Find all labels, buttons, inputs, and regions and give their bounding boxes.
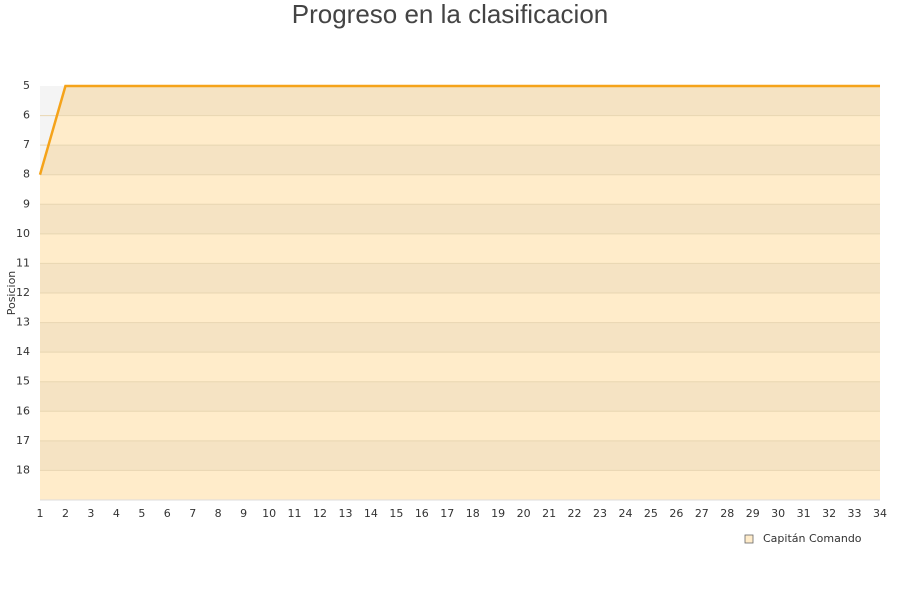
x-tick-label: 34 — [873, 507, 887, 520]
y-tick-label: 16 — [16, 404, 30, 417]
y-tick-label: 8 — [23, 168, 30, 181]
band — [40, 352, 880, 382]
x-tick-label: 3 — [87, 507, 94, 520]
x-tick-label: 28 — [720, 507, 734, 520]
x-tick-label: 19 — [491, 507, 505, 520]
y-tick-label: 10 — [16, 227, 30, 240]
x-tick-label: 27 — [695, 507, 709, 520]
x-tick-label: 29 — [746, 507, 760, 520]
y-tick-label: 9 — [23, 197, 30, 210]
x-tick-label: 25 — [644, 507, 658, 520]
band — [40, 411, 880, 441]
x-tick-label: 18 — [466, 507, 480, 520]
x-tick-label: 11 — [288, 507, 302, 520]
legend-label: Capitán Comando — [763, 532, 862, 545]
band — [40, 322, 880, 353]
band — [40, 470, 880, 500]
band — [40, 440, 880, 471]
band — [40, 293, 880, 323]
band — [40, 86, 880, 116]
x-tick-label: 10 — [262, 507, 276, 520]
x-tick-label: 17 — [440, 507, 454, 520]
x-tick-label: 30 — [771, 507, 785, 520]
x-tick-label: 14 — [364, 507, 378, 520]
y-tick-label: 12 — [16, 286, 30, 299]
band — [40, 381, 880, 412]
band — [40, 233, 880, 264]
x-tick-label: 13 — [338, 507, 352, 520]
band — [40, 204, 880, 234]
y-tick-label: 17 — [16, 434, 30, 447]
band — [40, 174, 880, 205]
x-tick-label: 31 — [797, 507, 811, 520]
y-tick-label: 14 — [16, 345, 30, 358]
x-tick-label: 32 — [822, 507, 836, 520]
x-tick-label: 5 — [138, 507, 145, 520]
x-tick-label: 7 — [189, 507, 196, 520]
y-tick-label: 5 — [23, 79, 30, 92]
y-tick-label: 15 — [16, 375, 30, 388]
x-tick-label: 23 — [593, 507, 607, 520]
x-tick-label: 16 — [415, 507, 429, 520]
band — [40, 145, 880, 175]
band — [40, 263, 880, 293]
band — [40, 115, 880, 146]
x-tick-label: 22 — [568, 507, 582, 520]
x-tick-label: 26 — [669, 507, 683, 520]
y-tick-label: 6 — [23, 109, 30, 122]
y-tick-label: 13 — [16, 316, 30, 329]
x-tick-label: 6 — [164, 507, 171, 520]
x-tick-label: 9 — [240, 507, 247, 520]
area-fill — [40, 86, 880, 500]
y-tick-label: 18 — [16, 463, 30, 476]
x-tick-label: 33 — [848, 507, 862, 520]
x-tick-label: 1 — [37, 507, 44, 520]
x-tick-label: 8 — [215, 507, 222, 520]
y-axis-label: Posicion — [5, 271, 18, 316]
x-tick-label: 4 — [113, 507, 120, 520]
x-tick-label: 24 — [618, 507, 632, 520]
chart-title: Progreso en la clasificacion — [292, 0, 609, 29]
x-tick-label: 20 — [517, 507, 531, 520]
x-tick-label: 12 — [313, 507, 327, 520]
y-tick-label: 7 — [23, 138, 30, 151]
x-tick-label: 21 — [542, 507, 556, 520]
x-tick-label: 2 — [62, 507, 69, 520]
y-tick-label: 11 — [16, 256, 30, 269]
x-tick-label: 15 — [389, 507, 403, 520]
series-line — [38, 84, 880, 176]
legend-swatch — [744, 534, 754, 544]
